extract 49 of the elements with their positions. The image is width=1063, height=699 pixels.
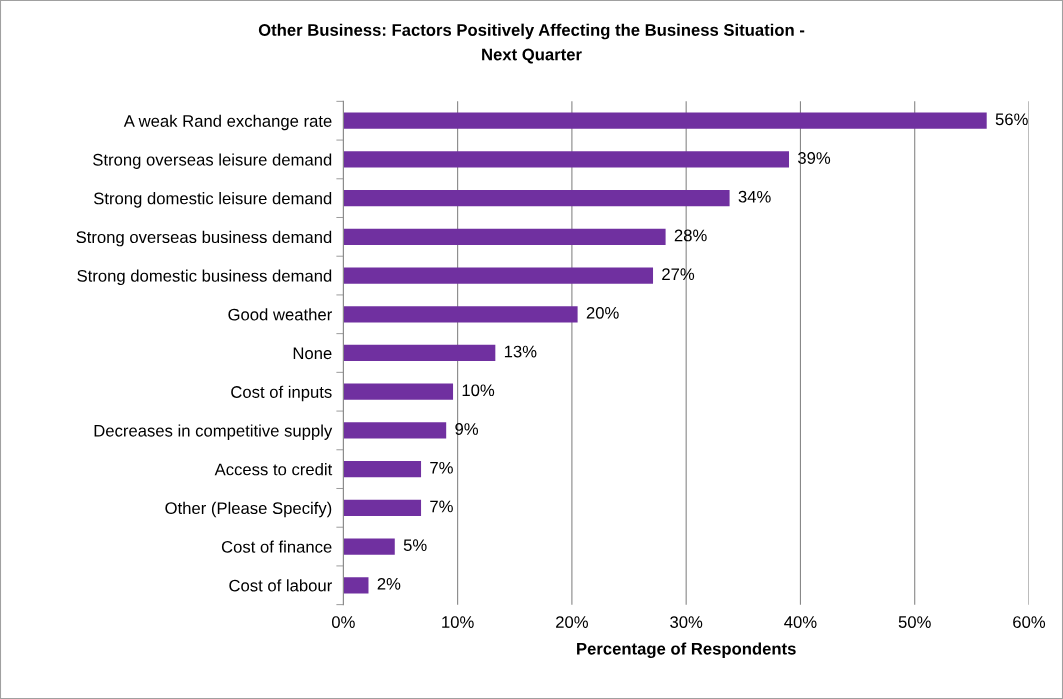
y-tick-label: Access to credit <box>214 463 333 476</box>
x-tick-label: 40% <box>784 616 817 628</box>
bar <box>343 267 654 284</box>
bar <box>343 190 730 207</box>
bar <box>343 151 790 168</box>
data-label: 10% <box>462 384 495 397</box>
y-tick-label: None <box>293 347 332 360</box>
x-axis-title: Percentage of Respondents <box>577 642 796 658</box>
x-tick-label: 10% <box>442 616 474 628</box>
y-tick-label: Strong overseas leisure demand <box>93 153 332 169</box>
x-tick-label: 50% <box>898 616 931 628</box>
chart-subtitle: Next Quarter <box>482 48 582 64</box>
y-tick-label: Other (Please Specify) <box>165 501 332 518</box>
data-label: 9% <box>455 423 479 435</box>
y-tick-label: Decreases in competitive supply <box>94 424 333 440</box>
y-tick-label: Cost of finance <box>221 540 332 553</box>
bar <box>343 344 496 362</box>
bar <box>343 383 454 400</box>
bar <box>343 228 666 245</box>
data-label: 56% <box>995 113 1028 126</box>
bar <box>343 306 578 323</box>
y-tick-label: Strong domestic leisure demand <box>94 192 332 208</box>
data-label: 28% <box>674 229 707 242</box>
bar <box>343 499 422 516</box>
data-label: 13% <box>504 345 537 358</box>
y-tick-label: Cost of labour <box>229 579 332 592</box>
y-tick-label: Good weather <box>228 308 332 321</box>
y-tick-label: Strong overseas business demand <box>76 230 332 247</box>
bar <box>343 461 422 478</box>
x-tick-label: 0% <box>331 616 355 628</box>
x-tick-label: 60% <box>1013 616 1046 628</box>
data-label: 7% <box>430 500 453 513</box>
y-tick-label: Strong domestic business demand <box>77 269 332 286</box>
x-tick-label: 30% <box>670 616 703 628</box>
data-label: 5% <box>403 539 427 552</box>
y-tick-label: Cost of inputs <box>231 385 332 402</box>
bar <box>343 422 447 439</box>
bar <box>343 577 369 594</box>
bar <box>343 112 987 129</box>
data-label: 27% <box>662 268 695 280</box>
data-label: 39% <box>797 152 831 164</box>
bar <box>343 538 395 555</box>
data-label: 34% <box>738 190 771 203</box>
data-label: 2% <box>377 577 401 590</box>
y-tick-label: A weak Rand exchange rate <box>123 114 332 131</box>
data-label: 7% <box>430 461 453 474</box>
chart-title: Other Business: Factors Positively Affecting the Business Situation - <box>258 23 805 40</box>
data-label: 20% <box>586 306 619 319</box>
x-tick-label: 20% <box>556 616 588 628</box>
